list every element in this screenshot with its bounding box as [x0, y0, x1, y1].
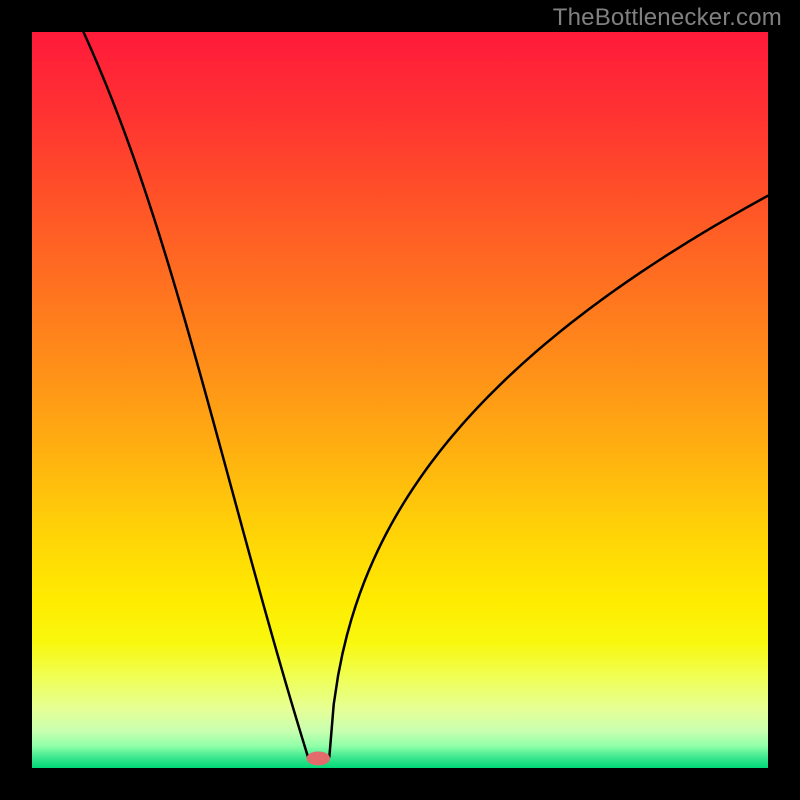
optimal-marker	[307, 751, 331, 765]
curve-layer	[32, 32, 768, 768]
plot-area	[32, 32, 768, 768]
curve-path	[329, 196, 768, 757]
watermark-text: TheBottlenecker.com	[553, 4, 782, 32]
chart-frame: TheBottlenecker.com	[0, 0, 800, 800]
curve-path	[84, 32, 308, 757]
